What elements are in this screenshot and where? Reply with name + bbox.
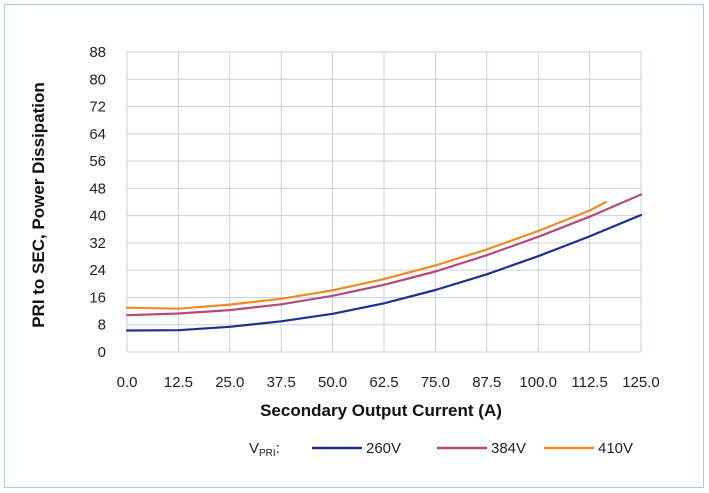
y-tick-label: 80 (89, 71, 106, 88)
x-tick-label: 75.0 (421, 374, 450, 391)
x-axis-title: Secondary Output Current (A) (260, 401, 502, 420)
y-tick-label: 0 (98, 344, 106, 361)
legend-label-410V: 410V (598, 440, 633, 457)
y-tick-label: 32 (89, 235, 106, 252)
series-line-410V (125, 200, 608, 310)
x-tick-label: 62.5 (369, 374, 398, 391)
legend-prefix-main: V (249, 440, 259, 457)
x-tick-label: 37.5 (267, 374, 296, 391)
y-tick-label: 48 (89, 180, 106, 197)
y-tick-label: 40 (89, 208, 106, 225)
y-tick-label: 16 (89, 289, 106, 306)
x-tick-label: 112.5 (571, 374, 607, 391)
x-tick-label: 12.5 (164, 374, 193, 391)
y-tick-label: 88 (89, 44, 106, 61)
x-tick-label: 50.0 (318, 374, 347, 391)
x-tick-label: 87.5 (472, 374, 501, 391)
legend-label-384V: 384V (491, 440, 526, 457)
tick-labels: 0.0 12.5 25.0 37.5 50.0 62.5 75.0 87.5 100.0 112.… (89, 44, 659, 391)
series-line-260V (125, 213, 643, 332)
x-tick-label: 0.0 (117, 374, 138, 391)
legend-prefix: VPRI: (249, 440, 280, 459)
y-tick-label: 56 (89, 153, 106, 170)
legend-prefix-colon: : (276, 440, 280, 457)
x-tick-label: 25.0 (215, 374, 244, 391)
legend-prefix-sub: PRI (259, 448, 276, 459)
y-tick-label: 24 (89, 262, 106, 279)
grid (126, 51, 642, 353)
y-tick-label: 64 (89, 126, 106, 143)
legend: VPRI: 260V 384V 410V (249, 440, 633, 459)
x-tick-label: 125.0 (622, 374, 660, 391)
series-layer (125, 193, 643, 332)
series-line-384V (125, 193, 643, 317)
chart-frame (4, 4, 704, 488)
x-tick-label: 100.0 (519, 374, 557, 391)
y-tick-label: 72 (89, 99, 106, 116)
y-tick-label: 8 (98, 317, 106, 334)
legend-label-260V: 260V (366, 440, 401, 457)
y-axis-title: PRI to SEC, Power Dissipation (29, 82, 48, 328)
